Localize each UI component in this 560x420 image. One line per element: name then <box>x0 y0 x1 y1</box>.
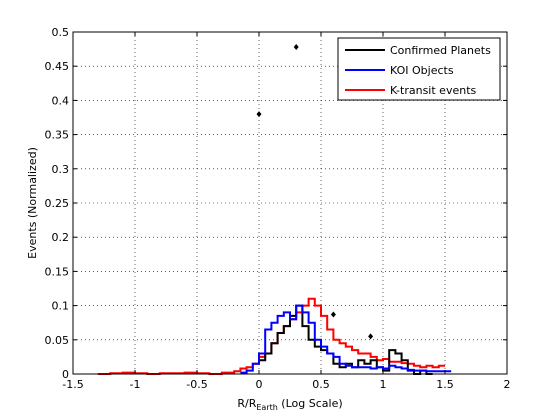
grid <box>73 32 507 374</box>
x-tick-label: 1.5 <box>436 378 454 391</box>
data-marker <box>256 111 262 118</box>
x-tick-label: -1.5 <box>62 378 83 391</box>
x-tick-label: 0 <box>256 378 263 391</box>
y-tick-label: 0.45 <box>45 60 70 73</box>
legend-label-k-transit-events: K-transit events <box>390 84 477 97</box>
x-tick-label: 0.5 <box>312 378 330 391</box>
y-axis-label: Events (Normalized) <box>26 147 39 259</box>
legend: Confirmed Planets KOI Objects K-transit … <box>337 37 501 101</box>
y-tick-label: 0.3 <box>52 163 70 176</box>
ticks <box>72 31 508 375</box>
y-tick-label: 0.5 <box>52 26 70 39</box>
tick-labels: -1.5 -1 -0.5 0 0.5 1 1.5 2 0 0.05 0.1 0.15 0.2 0.25 0.… <box>45 26 511 391</box>
x-axis-label: R/REarth (Log Scale) <box>237 397 342 412</box>
y-tick-label: 0.35 <box>45 129 70 142</box>
y-tick-label: 0.15 <box>45 265 70 278</box>
y-tick-label: 0.05 <box>45 334 70 347</box>
legend-label-confirmed-planets: Confirmed Planets <box>390 44 491 57</box>
x-tick-label: 2 <box>504 378 511 391</box>
y-tick-label: 0 <box>62 368 69 381</box>
data-marker <box>330 311 336 318</box>
x-tick-label: -0.5 <box>186 378 207 391</box>
y-tick-label: 0.4 <box>52 94 70 107</box>
x-tick-label: -1 <box>130 378 141 391</box>
legend-label-koi-objects: KOI Objects <box>390 64 454 77</box>
y-tick-label: 0.1 <box>52 300 70 313</box>
y-tick-label: 0.2 <box>52 231 70 244</box>
series-line-koi-objects <box>240 304 452 374</box>
data-marker <box>293 44 299 51</box>
x-tick-label: 1 <box>380 378 387 391</box>
data-marker <box>368 333 374 340</box>
marker-layer <box>256 44 374 340</box>
y-tick-label: 0.25 <box>45 197 70 210</box>
